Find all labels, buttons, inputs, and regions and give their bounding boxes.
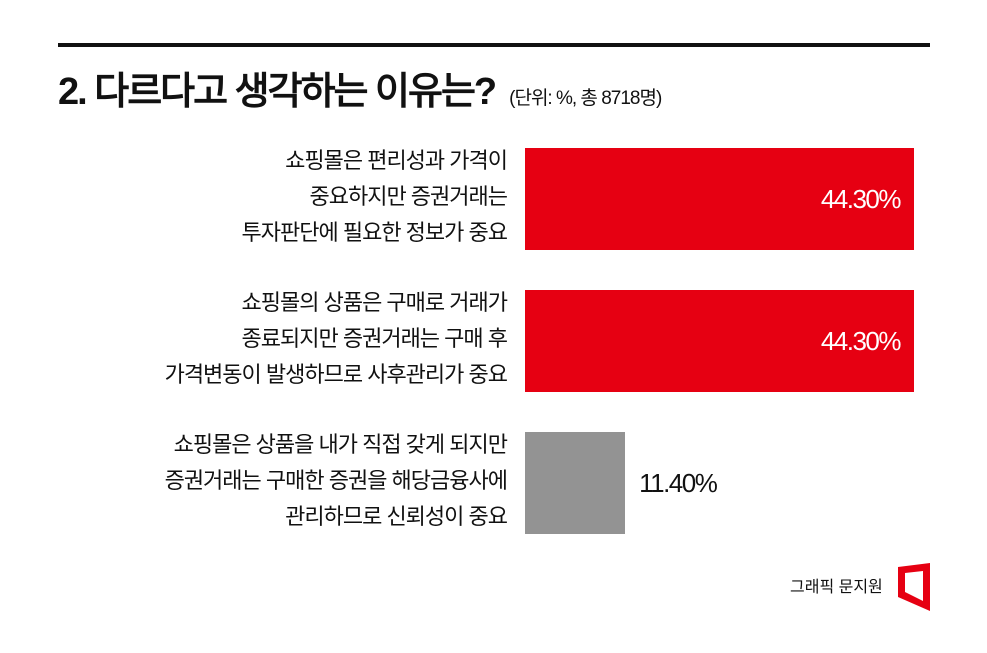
credit: 그래픽 문지원	[790, 579, 883, 596]
bar	[525, 290, 914, 392]
category-label-line: 투자판단에 필요한 정보가 중요	[241, 220, 508, 245]
value-label: 44.30%	[820, 326, 902, 356]
category-label-line: 가격변동이 발생하므로 사후관리가 중요	[164, 362, 508, 387]
unit-note: (단위: %, 총 8718명)	[509, 88, 662, 109]
category-label-line: 쇼핑몰은 상품을 내가 직접 갖게 되지만	[173, 432, 508, 457]
top-rule	[58, 43, 930, 47]
chart-title: 2. 다르다고 생각하는 이유는? (단위: %, 총 8718명)	[58, 60, 662, 115]
category-label-line: 종료되지만 증권거래는 구매 후	[241, 326, 508, 351]
category-label-line: 쇼핑몰은 편리성과 가격이	[285, 148, 508, 173]
value-label: 11.40%	[639, 468, 718, 498]
category-label-line: 증권거래는 구매한 증권을 해당금융사에	[164, 468, 508, 493]
value-label: 44.30%	[820, 184, 902, 214]
bar	[525, 148, 914, 250]
category-label-line: 쇼핑몰의 상품은 구매로 거래가	[241, 290, 508, 315]
logo-icon	[898, 563, 930, 611]
title-text: 2. 다르다고 생각하는 이유는?	[58, 71, 497, 113]
category-label-line: 관리하므로 신뢰성이 중요	[285, 504, 508, 529]
category-label-line: 중요하지만 증권거래는	[309, 184, 508, 209]
bar	[525, 432, 626, 534]
